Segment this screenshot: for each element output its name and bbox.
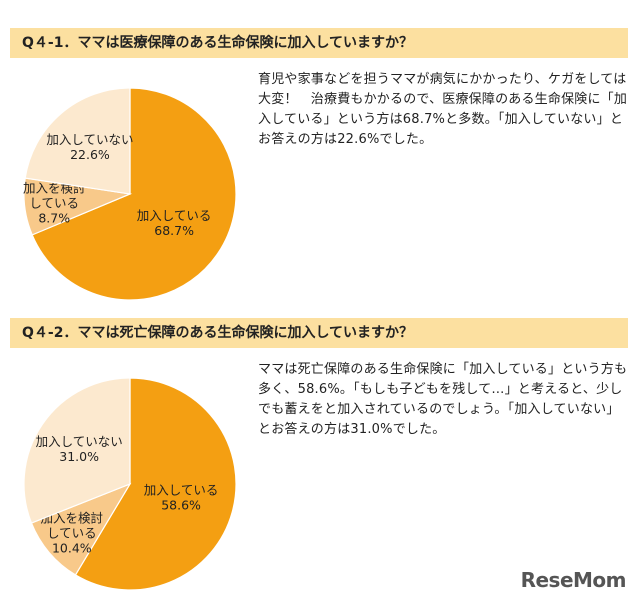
question-title: Q４-1．ママは医療保障のある生命保険に加入していますか？ (10, 28, 628, 58)
pie-slice-label: 加入している 68.7% (137, 208, 212, 238)
pie-slice-label: 加入していない 22.6% (46, 132, 133, 162)
pie-slice (74, 377, 237, 591)
question-section-2: Q４-2．ママは死亡保障のある生命保険に加入していますか？ 加入している 58.6… (0, 318, 640, 598)
pie-slice (24, 87, 131, 195)
question-description: 育児や家事などを担うママが病気にかかったり、ケガをしては大変！ 治療費もかかるの… (258, 72, 628, 147)
pie-chart: 加入している 58.6% 加入を検討している 10.4% 加入していない 31.0% (23, 377, 237, 591)
pie-slice-label: 加入している 58.6% (144, 483, 219, 513)
pie-slice-label: 加入を検討している 10.4% (41, 510, 104, 555)
pie-slice (23, 377, 131, 524)
brand-logo: ReseMom (520, 568, 627, 592)
pie-chart: 加入している 68.7%加入を検討している 8.7%加入していない 22.6% (23, 87, 237, 301)
pie-slice (31, 87, 237, 301)
question-description: ママは死亡保障のある生命保険に「加入している」という方も多く、58.6%。「もし… (258, 362, 628, 437)
question-section-1: Q４-1．ママは医療保障のある生命保険に加入していますか？ 加入している 68.7… (0, 28, 640, 308)
question-title: Q４-2．ママは死亡保障のある生命保険に加入していますか？ (10, 318, 628, 348)
pie-slice (30, 482, 132, 576)
pie-slice-label: 加入していない 31.0% (36, 434, 123, 464)
